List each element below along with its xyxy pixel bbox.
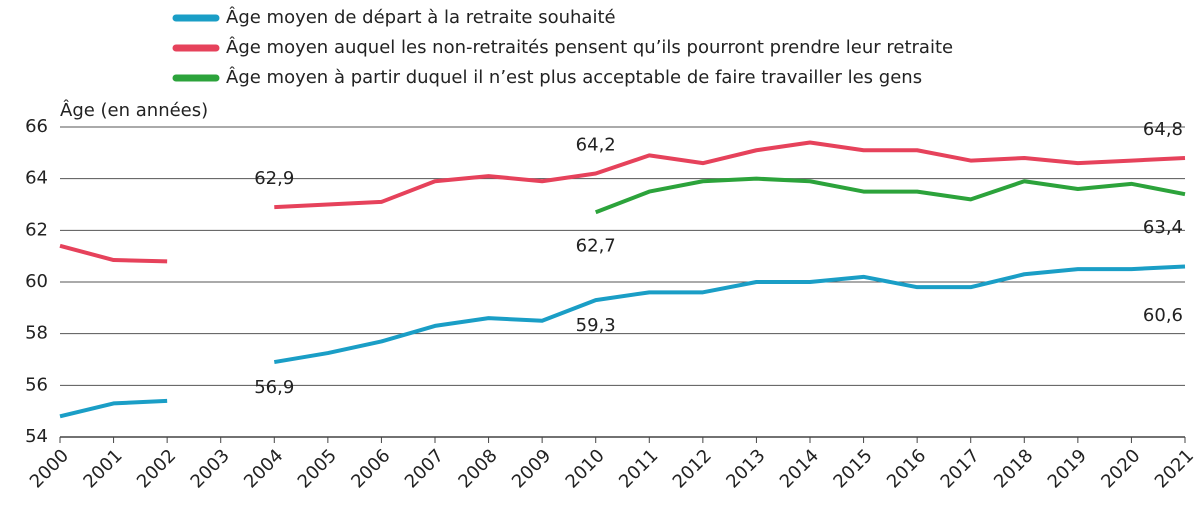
x-tick-label: 2017: [937, 445, 984, 492]
data-label: 56,9: [254, 377, 294, 398]
x-tick-label: 2014: [776, 445, 823, 492]
y-axis-label: Âge (en années): [60, 99, 208, 121]
x-tick-label: 2008: [454, 445, 501, 492]
data-label: 64,2: [576, 135, 616, 156]
x-tick-label: 2009: [508, 445, 555, 492]
y-tick-label: 60: [25, 271, 48, 292]
x-tick-label: 2018: [990, 445, 1037, 492]
legend-label: Âge moyen auquel les non-retraités pense…: [226, 36, 953, 58]
x-tick-label: 2020: [1097, 445, 1144, 492]
x-tick-label: 2010: [562, 445, 609, 492]
x-tick-label: 2004: [240, 445, 287, 492]
x-tick-label: 2003: [187, 445, 234, 492]
data-label: 63,4: [1143, 217, 1183, 238]
x-tick-label: 2012: [669, 445, 716, 492]
data-label: 64,8: [1143, 119, 1183, 140]
x-tick-label: 2002: [133, 445, 180, 492]
legend-label: Âge moyen à partir duquel il n’est plus …: [226, 66, 922, 88]
x-tick-label: 2005: [294, 445, 341, 492]
data-label: 62,7: [576, 235, 616, 256]
series-line: [59, 140, 1186, 264]
series-line: [594, 176, 1186, 215]
legend-label: Âge moyen de départ à la retraite souhai…: [226, 6, 616, 28]
data-label: 62,9: [254, 168, 294, 189]
series-line: [59, 264, 1186, 419]
y-tick-label: 56: [25, 374, 48, 395]
y-tick-label: 66: [25, 116, 48, 137]
x-tick-label: 2000: [26, 445, 73, 492]
y-tick-label: 62: [25, 219, 48, 240]
x-tick-label: 2019: [1044, 445, 1091, 492]
y-tick-label: 54: [25, 426, 48, 447]
y-tick-label: 64: [25, 168, 48, 189]
y-tick-label: 58: [25, 323, 48, 344]
x-tick-label: 2013: [722, 445, 769, 492]
x-tick-label: 2015: [829, 445, 876, 492]
x-tick-label: 2001: [79, 445, 126, 492]
x-tick-label: 2006: [347, 445, 394, 492]
data-label: 59,3: [576, 315, 616, 336]
data-label: 60,6: [1143, 305, 1183, 326]
x-tick-label: 2016: [883, 445, 930, 492]
x-tick-label: 2011: [615, 445, 662, 492]
x-tick-label: 2007: [401, 445, 448, 492]
x-tick-label: 2021: [1151, 445, 1198, 492]
